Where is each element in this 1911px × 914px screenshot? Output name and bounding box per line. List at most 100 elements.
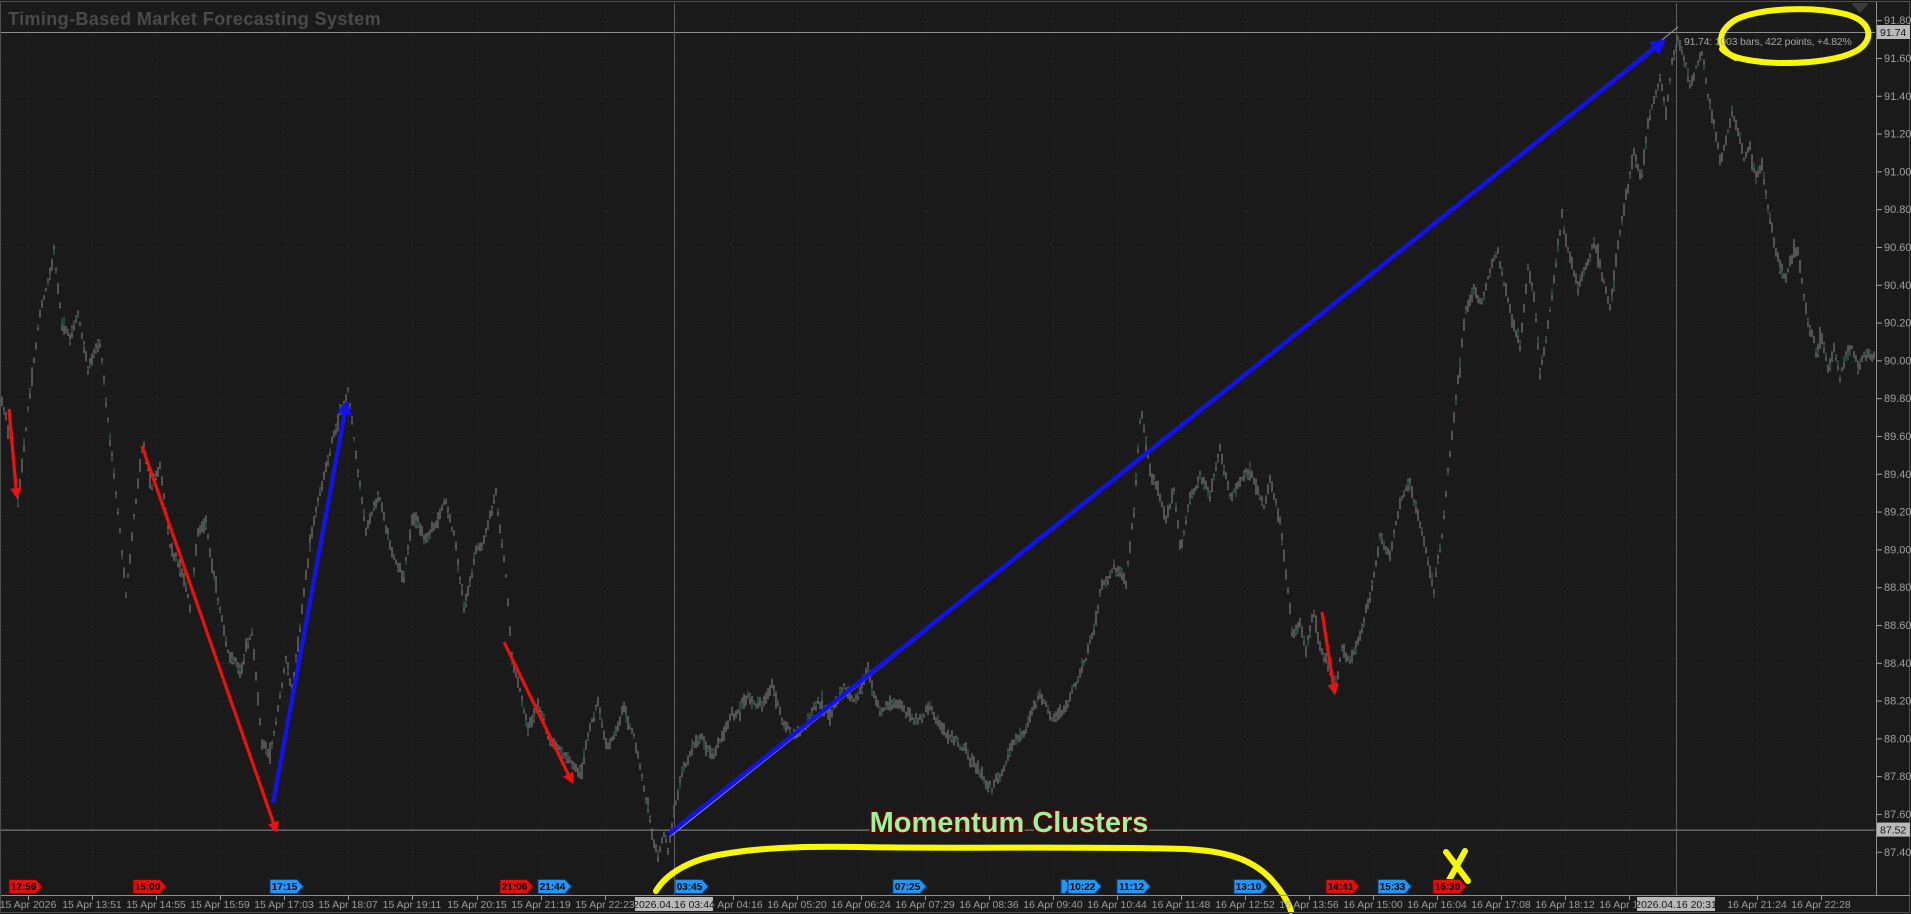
time-flag-13:10[interactable]: 13:10 <box>1233 879 1269 894</box>
flag-shape[interactable] <box>1116 879 1152 894</box>
price-axis-label: 91.40 <box>1884 91 1911 103</box>
flag-time-label: 21:44 <box>540 882 566 893</box>
trendline-info-label: 91.74: 1003 bars, 422 points, +4.82% <box>1684 36 1852 48</box>
highlight-ellipse[interactable] <box>1718 6 1872 66</box>
sell-arrow-1-shaft[interactable] <box>7 408 18 489</box>
buy-arrow-main[interactable] <box>667 39 1666 836</box>
time-axis-label: 16 Apr 06:24 <box>831 899 891 911</box>
flag-shape[interactable] <box>1325 879 1361 894</box>
flag-shape[interactable] <box>674 879 710 894</box>
sell-arrow-1[interactable] <box>7 408 22 499</box>
flag-shape[interactable] <box>1067 879 1103 894</box>
flag-shape[interactable] <box>1377 879 1413 894</box>
price-axis-label: 91.20 <box>1884 129 1911 141</box>
time-flag-15:00[interactable]: 15:00 <box>132 879 168 894</box>
price-bars-bull <box>3 40 1871 857</box>
selected-time-box <box>1637 897 1715 911</box>
flag-time-label: 13:10 <box>1236 882 1262 893</box>
x-mark[interactable] <box>1443 848 1471 885</box>
time-flag-21:44[interactable]: 21:44 <box>537 879 573 894</box>
momentum-clusters-label[interactable]: Momentum Clusters <box>867 805 1150 842</box>
time-flag-14:41[interactable]: 14:41 <box>1325 879 1361 894</box>
current-price-label: 91.74 <box>1880 27 1906 39</box>
sell-arrow-4-shaft[interactable] <box>1320 611 1335 685</box>
buy-arrow-main-shaft[interactable] <box>667 46 1656 836</box>
time-axis-label: 16 Apr 15:00 <box>1343 899 1403 911</box>
time-axis-label: 16 Apr 09:40 <box>1023 899 1083 911</box>
time-flag-12:56[interactable]: 12:56 <box>8 879 44 894</box>
time-axis-label: 15 Apr 19:11 <box>383 899 442 911</box>
flag-shape[interactable] <box>892 879 928 894</box>
current-price-box <box>1877 822 1910 837</box>
time-axis-label: 16 Apr 18:12 <box>1535 899 1595 911</box>
time-axis-label: 16 Apr 17:08 <box>1471 899 1531 911</box>
sell-arrow-2-shaft[interactable] <box>140 445 275 824</box>
time-axis-label: 15 Apr 14:55 <box>126 899 186 911</box>
time-axis: 15 Apr 2026 15 Apr 13:51 15 Apr 14:55 15 Ap… <box>0 896 1851 911</box>
flag-time-label: 21:06 <box>502 882 528 893</box>
time-flag-17:15[interactable]: 17:15 <box>269 879 305 894</box>
time-axis-label: 16 Apr 05:20 <box>767 899 827 911</box>
flag-time-label: 11:12 <box>1119 882 1144 893</box>
buy-arrow-1-head[interactable] <box>337 400 352 416</box>
time-flag-03:45[interactable]: 03:45 <box>674 879 710 894</box>
cluster-underline[interactable] <box>653 843 1294 914</box>
price-axis-label: 87.80 <box>1884 771 1911 783</box>
price-axis-label: 90.80 <box>1884 204 1911 216</box>
flag-shape[interactable] <box>1233 879 1269 894</box>
sell-arrow-4[interactable] <box>1320 611 1339 695</box>
flag-shape[interactable] <box>1432 879 1468 894</box>
sell-arrow-2-head[interactable] <box>268 820 279 833</box>
sell-arrow-3-shaft[interactable] <box>502 641 570 775</box>
sell-arrow-3-head[interactable] <box>563 771 574 784</box>
time-axis-label: 16 Apr 07:29 <box>895 899 955 911</box>
price-axis-label: 89.40 <box>1884 469 1911 481</box>
price-axis-label: 90.20 <box>1884 318 1911 330</box>
flag-shape[interactable] <box>499 879 535 894</box>
price-axis-label: 89.20 <box>1884 507 1911 519</box>
price-axis-label: 87.40 <box>1884 847 1911 859</box>
price-axis-label: 88.80 <box>1884 582 1911 594</box>
time-flag-15:33[interactable]: 15:33 <box>1377 879 1413 894</box>
price-axis-label: 89.00 <box>1884 544 1911 556</box>
flag-shape[interactable] <box>8 879 44 894</box>
time-flag-10:22[interactable]: 10:22 <box>1067 879 1103 894</box>
buy-arrow-1-shaft[interactable] <box>270 413 347 804</box>
flag-shape[interactable] <box>269 879 305 894</box>
time-flag-11:12[interactable]: 11:12 <box>1116 879 1152 894</box>
buy-arrow-main-head[interactable] <box>1649 39 1666 55</box>
chart-shift-marker-icon[interactable] <box>1851 3 1869 13</box>
flag-time-label: 10:22 <box>1070 882 1096 893</box>
flag-shape[interactable] <box>132 879 168 894</box>
time-flag-16:30[interactable]: 16:30 <box>1432 879 1468 894</box>
sell-arrow-3[interactable] <box>502 641 574 784</box>
flag-time-label: 17:15 <box>272 882 298 893</box>
time-flag-07:25[interactable]: 07:25 <box>892 879 928 894</box>
sell-arrow-4-head[interactable] <box>1327 683 1339 695</box>
time-axis-label: 15 Apr 15:59 <box>190 899 250 911</box>
time-axis-label: 16 Apr 21:24 <box>1727 899 1787 911</box>
selected-time-box <box>635 897 713 911</box>
flag-time-label: 12:56 <box>11 882 37 893</box>
flag-time-label: 03:45 <box>677 882 703 893</box>
time-axis-label: 15 Apr 2026 <box>0 899 56 911</box>
selected-time-label: 2026.04.16 03:44 <box>633 899 715 911</box>
flag-shape[interactable] <box>537 879 573 894</box>
time-flag-21:06[interactable]: 21:06 <box>499 879 535 894</box>
sell-arrow-1-head[interactable] <box>10 487 22 499</box>
price-axis-label: 88.40 <box>1884 658 1911 670</box>
price-axis-label: 87.60 <box>1884 809 1911 821</box>
price-axis-label: 90.40 <box>1884 280 1911 292</box>
sell-arrow-2[interactable] <box>140 445 279 833</box>
price-axis-label: 90.60 <box>1884 242 1911 254</box>
price-axis-label: 88.00 <box>1884 733 1911 745</box>
buy-arrow-1[interactable] <box>270 400 352 804</box>
flag-time-label: 14:41 <box>1328 882 1354 893</box>
time-axis-label: 16 Apr 16:04 <box>1407 899 1467 911</box>
time-axis-label: 15 Apr 20:15 <box>447 899 507 911</box>
flag-time-label: 16:30 <box>1435 882 1461 893</box>
price-axis: 91.80 91.60 91.40 91.20 91.00 90.80 90.60 90.40… <box>1877 15 1911 859</box>
time-axis-label: 16 Apr 13:56 <box>1279 899 1339 911</box>
